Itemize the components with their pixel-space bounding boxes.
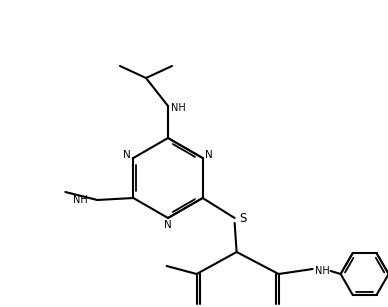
Text: NH: NH — [315, 266, 330, 276]
Text: S: S — [240, 212, 247, 224]
Text: N: N — [164, 220, 172, 230]
Text: N: N — [205, 150, 213, 160]
Text: N: N — [123, 150, 131, 160]
Text: NH: NH — [73, 195, 87, 205]
Text: NH: NH — [171, 103, 185, 113]
